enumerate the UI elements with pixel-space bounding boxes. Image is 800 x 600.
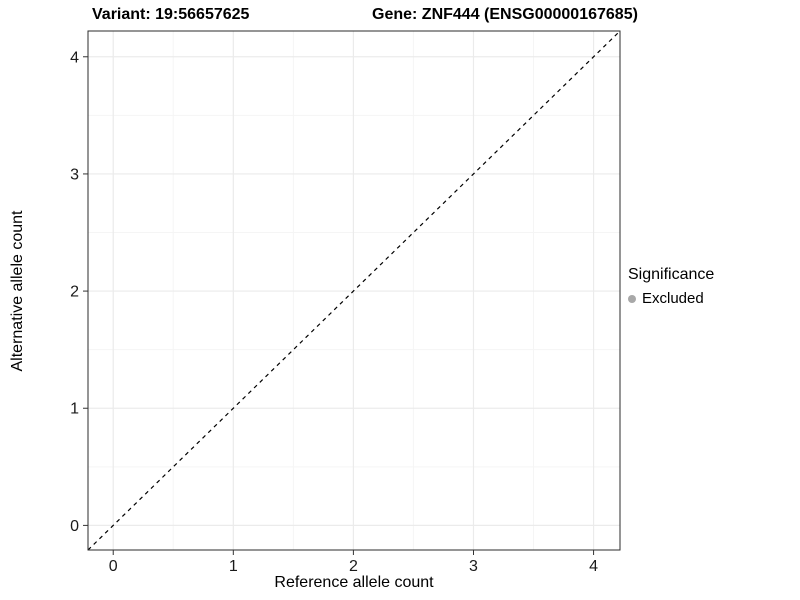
y-tick-label: 1 xyxy=(70,401,79,418)
legend-item-excluded: Excluded xyxy=(628,290,714,307)
legend: Significance Excluded xyxy=(628,266,714,307)
legend-title: Significance xyxy=(628,266,715,283)
panel-border xyxy=(87,30,621,551)
x-tick-label: 0 xyxy=(109,558,118,575)
identity-line xyxy=(87,30,621,551)
y-tick-label: 3 xyxy=(70,166,79,183)
y-tick-label: 2 xyxy=(70,284,79,301)
y-tick-label: 0 xyxy=(70,518,79,535)
gene-title: Gene: ZNF444 (ENSG00000167685) xyxy=(372,6,638,23)
x-tick-label: 1 xyxy=(229,558,238,575)
y-tick-label: 4 xyxy=(70,49,79,66)
variant-title: Variant: 19:56657625 xyxy=(92,6,250,23)
x-tick-label: 3 xyxy=(469,558,478,575)
x-tick-label: 2 xyxy=(349,558,358,575)
excluded-point-icon xyxy=(628,294,636,303)
x-axis-title: Reference allele count xyxy=(274,574,434,591)
x-tick-label: 4 xyxy=(589,558,598,575)
legend-item-label: Excluded xyxy=(642,290,704,307)
y-axis-title: Alternative allele count xyxy=(9,210,26,372)
